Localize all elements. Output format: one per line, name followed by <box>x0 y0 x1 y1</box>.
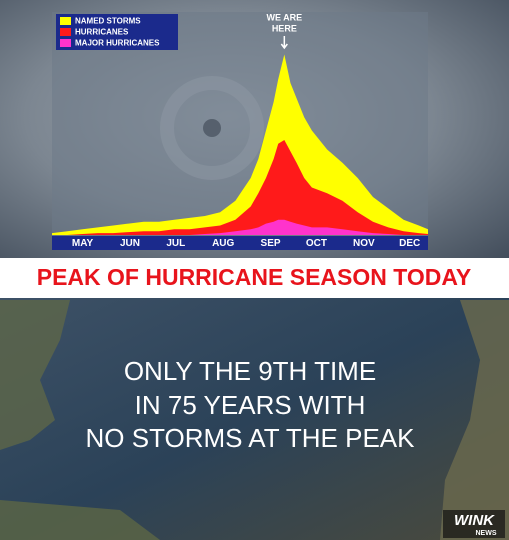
legend-swatch <box>60 28 71 36</box>
banner-background <box>0 258 509 298</box>
logo-sub: NEWS <box>476 530 497 537</box>
x-tick-label: OCT <box>306 238 327 249</box>
x-tick-label: AUG <box>212 238 234 249</box>
logo-background <box>443 510 505 538</box>
annotation-text: HERE <box>272 23 297 33</box>
banner-text: PEAK OF HURRICANE SEASON TODAY <box>37 264 472 290</box>
x-tick-label: NOV <box>353 238 375 249</box>
caption-line: ONLY THE 9TH TIME <box>124 356 376 386</box>
land-north-america <box>0 300 70 450</box>
legend-box <box>56 14 178 50</box>
area <box>52 54 428 235</box>
legend-label: NAMED STORMS <box>75 17 141 26</box>
x-tick-label: MAY <box>72 238 94 249</box>
area <box>52 140 428 235</box>
caption-line: IN 75 YEARS WITH <box>135 390 366 420</box>
x-tick-label: JUL <box>166 238 185 249</box>
legend-label: HURRICANES <box>75 28 129 37</box>
annotation-text: WE ARE <box>266 12 302 22</box>
x-tick-label: JUN <box>120 238 140 249</box>
caption-line: NO STORMS AT THE PEAK <box>86 423 416 453</box>
land-south-america <box>0 500 160 540</box>
annotation-arrow <box>280 36 288 50</box>
legend-label: MAJOR HURRICANES <box>75 39 160 48</box>
land-africa <box>440 300 509 540</box>
map-background <box>0 298 509 540</box>
x-tick-label: SEP <box>261 238 281 249</box>
x-axis-band <box>52 236 428 250</box>
area <box>52 219 428 235</box>
x-tick-label: DEC <box>399 238 420 249</box>
legend-swatch <box>60 17 71 25</box>
legend-swatch <box>60 39 71 47</box>
logo-name: WINK <box>454 512 495 529</box>
